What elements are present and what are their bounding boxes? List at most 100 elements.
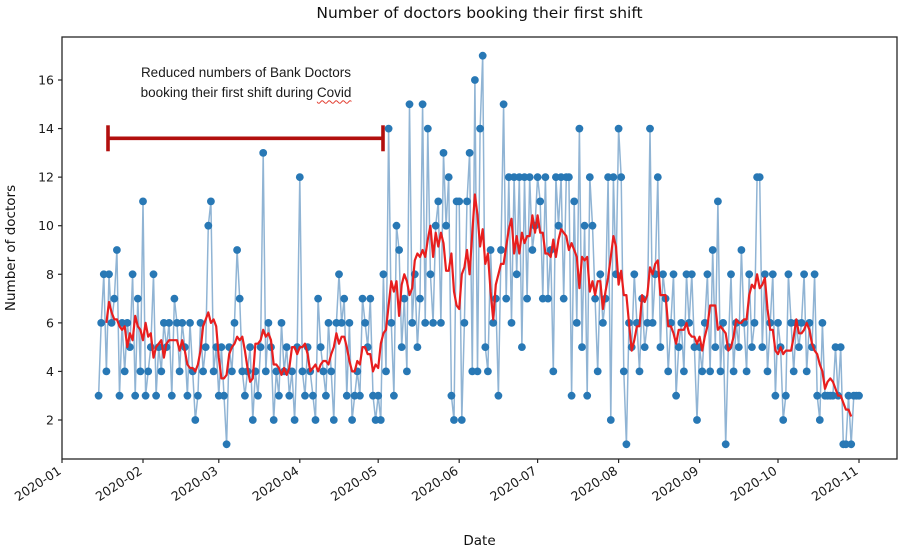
- data-point-marker: [248, 416, 257, 424]
- data-point-marker: [656, 343, 665, 351]
- data-point-marker: [403, 367, 411, 376]
- data-point-marker: [186, 319, 194, 327]
- y-tick-label: 4: [46, 364, 54, 379]
- data-point-marker: [617, 173, 626, 182]
- data-point-marker: [847, 440, 856, 449]
- data-point-marker: [497, 246, 505, 254]
- data-point-marker: [201, 343, 210, 351]
- data-point-marker: [204, 221, 213, 230]
- data-point-marker: [836, 343, 845, 351]
- data-point-marker: [418, 100, 427, 109]
- data-point-marker: [395, 246, 403, 254]
- data-point-marker: [810, 270, 819, 279]
- data-point-marker: [619, 367, 628, 376]
- data-point-marker: [596, 270, 605, 279]
- data-point-marker: [400, 294, 409, 303]
- data-point-marker: [183, 391, 192, 400]
- data-point-marker: [677, 319, 686, 327]
- data-point-marker: [523, 294, 531, 303]
- data-point-marker: [714, 197, 722, 206]
- data-point-marker: [481, 343, 490, 351]
- x-tick-label: 2020-04: [249, 463, 301, 504]
- x-tick-label: 2020-03: [168, 463, 220, 504]
- data-point-marker: [789, 367, 798, 376]
- data-point-marker: [437, 319, 445, 327]
- data-point-marker: [476, 124, 484, 133]
- data-point-marker: [217, 343, 226, 351]
- annotation-covid-word: Covid: [316, 84, 352, 100]
- data-point-marker: [742, 367, 751, 376]
- data-point-marker: [567, 391, 576, 400]
- data-point-marker: [784, 270, 793, 279]
- data-point-marker: [431, 221, 440, 230]
- data-point-marker: [768, 270, 777, 279]
- data-point-marker: [170, 294, 179, 303]
- y-tick-label: 14: [38, 121, 54, 136]
- data-point-marker: [405, 100, 414, 109]
- x-axis-label: Date: [463, 533, 495, 549]
- data-point-marker: [622, 440, 631, 449]
- data-point-marker: [392, 221, 401, 230]
- data-point-marker: [337, 319, 346, 327]
- y-axis-label: Number of doctors: [3, 185, 19, 311]
- data-point-marker: [256, 343, 265, 351]
- data-point-marker: [648, 319, 657, 327]
- data-point-marker: [478, 51, 487, 60]
- data-point-marker: [269, 416, 278, 424]
- x-tick-label: 2020-05: [328, 463, 380, 504]
- data-point-marker: [361, 319, 369, 327]
- data-point-marker: [779, 416, 788, 424]
- data-point-marker: [774, 319, 782, 327]
- covid-annotation: Reduced numbers of Bank Doctors booking …: [90, 63, 402, 102]
- data-point-marker: [348, 416, 356, 424]
- data-point-marker: [358, 294, 367, 303]
- data-point-marker: [228, 367, 236, 376]
- data-point-marker: [460, 319, 469, 327]
- data-point-marker: [413, 343, 422, 351]
- data-point-marker: [447, 391, 456, 400]
- data-point-marker: [525, 173, 534, 182]
- data-point-marker: [499, 100, 508, 109]
- daily-series-line: [97, 55, 859, 446]
- data-point-marker: [316, 343, 325, 351]
- data-point-marker: [295, 173, 304, 182]
- data-point-marker: [781, 391, 790, 400]
- data-point-marker: [442, 221, 450, 230]
- data-point-marker: [729, 367, 738, 376]
- data-point-marker: [471, 76, 479, 84]
- data-point-marker: [489, 319, 498, 327]
- data-point-marker: [578, 343, 586, 351]
- data-point-marker: [745, 270, 754, 279]
- data-point-marker: [335, 270, 343, 279]
- data-point-marker: [664, 367, 673, 376]
- data-point-marker: [426, 270, 435, 279]
- x-tick-label: 2020-11: [809, 463, 861, 504]
- data-point-marker: [324, 319, 333, 327]
- y-tick-label: 8: [46, 267, 54, 282]
- plot-border: [61, 36, 898, 460]
- data-point-marker: [698, 367, 707, 376]
- data-point-marker: [199, 367, 208, 376]
- data-point-marker: [301, 391, 309, 400]
- data-point-marker: [191, 416, 200, 424]
- data-point-marker: [721, 440, 730, 449]
- data-point-marker: [703, 270, 712, 279]
- data-point-marker: [382, 367, 390, 376]
- data-point-marker: [235, 294, 244, 303]
- data-point-marker: [246, 343, 255, 351]
- data-point-marker: [669, 270, 678, 279]
- data-point-marker: [800, 270, 808, 279]
- data-point-marker: [583, 391, 592, 400]
- data-point-marker: [241, 391, 249, 400]
- data-point-marker: [750, 319, 759, 327]
- x-tick-label: 2020-07: [487, 463, 539, 504]
- data-point-marker: [149, 270, 158, 279]
- data-point-marker: [708, 246, 717, 254]
- data-point-marker: [397, 343, 406, 351]
- data-point-marker: [311, 416, 320, 424]
- data-point-marker: [264, 319, 273, 327]
- chart-title: Number of doctors booking their first sh…: [316, 4, 643, 22]
- data-point-marker: [322, 391, 330, 400]
- rolling-mean-line: [105, 193, 853, 417]
